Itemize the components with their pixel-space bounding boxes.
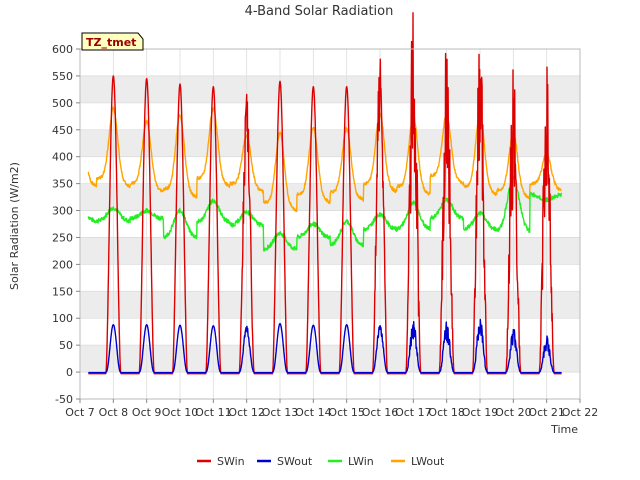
x-tick-label: Oct 16 [362,406,399,419]
y-tick-label: 600 [52,43,73,56]
legend-label: SWin [217,455,245,468]
y-axis-title: Solar Radiation (W/m2) [8,162,21,290]
chart-title: 4-Band Solar Radiation [245,4,394,19]
y-tick-label: 100 [52,312,73,325]
station-tag-box [81,32,144,51]
legend-label: LWin [348,455,374,468]
series-line-lwin [87,175,563,252]
legend-label: SWout [277,455,313,468]
x-tick-label: Oct 11 [195,406,232,419]
y-tick-label: 400 [52,151,73,164]
legend-label: LWout [411,455,445,468]
station-tag-label: TZ_tmet [86,36,136,49]
y-tick-label: 350 [52,178,73,191]
x-tick-label: Oct 15 [328,406,365,419]
y-tick-label: 0 [66,366,73,379]
y-tick-label: 200 [52,258,73,271]
x-tick-label: Oct 13 [262,406,299,419]
x-tick-label: Oct 17 [395,406,432,419]
y-tick-label: 250 [52,231,73,244]
x-tick-label: Oct 20 [495,406,532,419]
plot-band [80,75,580,103]
y-tick-label: 50 [59,339,73,352]
y-tick-label: 500 [52,97,73,110]
x-tick-label: Oct 9 [132,406,162,419]
x-tick-label: Oct 12 [228,406,265,419]
x-tick-label: Oct 8 [99,406,129,419]
x-tick-label: Oct 19 [462,406,499,419]
x-axis-title: Time [550,423,578,436]
y-tick-label: 150 [52,285,73,298]
station-tag: TZ_tmet [81,32,144,51]
series-line-swout [88,318,562,374]
plot-band [80,345,580,373]
y-tick-label: 450 [52,124,73,137]
series-line-swin [88,12,562,375]
y-tick-label: -50 [55,393,73,406]
y-axis-ticks: -50 0 50 100 150 200 250 300 350 400 450 500 550 600 [52,43,80,406]
plot-frame [79,48,581,400]
plot-background [80,49,580,399]
x-tick-label: Oct 10 [162,406,199,419]
x-tick-label: Oct 7 [65,406,95,419]
x-tick-label: Oct 22 [562,406,599,419]
x-tick-label: Oct 21 [528,406,565,419]
x-tick-label: Oct 14 [295,406,332,419]
y-tick-label: 300 [52,205,73,218]
axes [79,48,581,400]
legend: SWin SWout LWin LWout [197,455,445,468]
plot-band [80,291,580,319]
x-tick-label: Oct 18 [428,406,465,419]
y-tick-label: 550 [52,70,73,83]
series-layer [87,12,563,375]
plot-band [80,129,580,157]
